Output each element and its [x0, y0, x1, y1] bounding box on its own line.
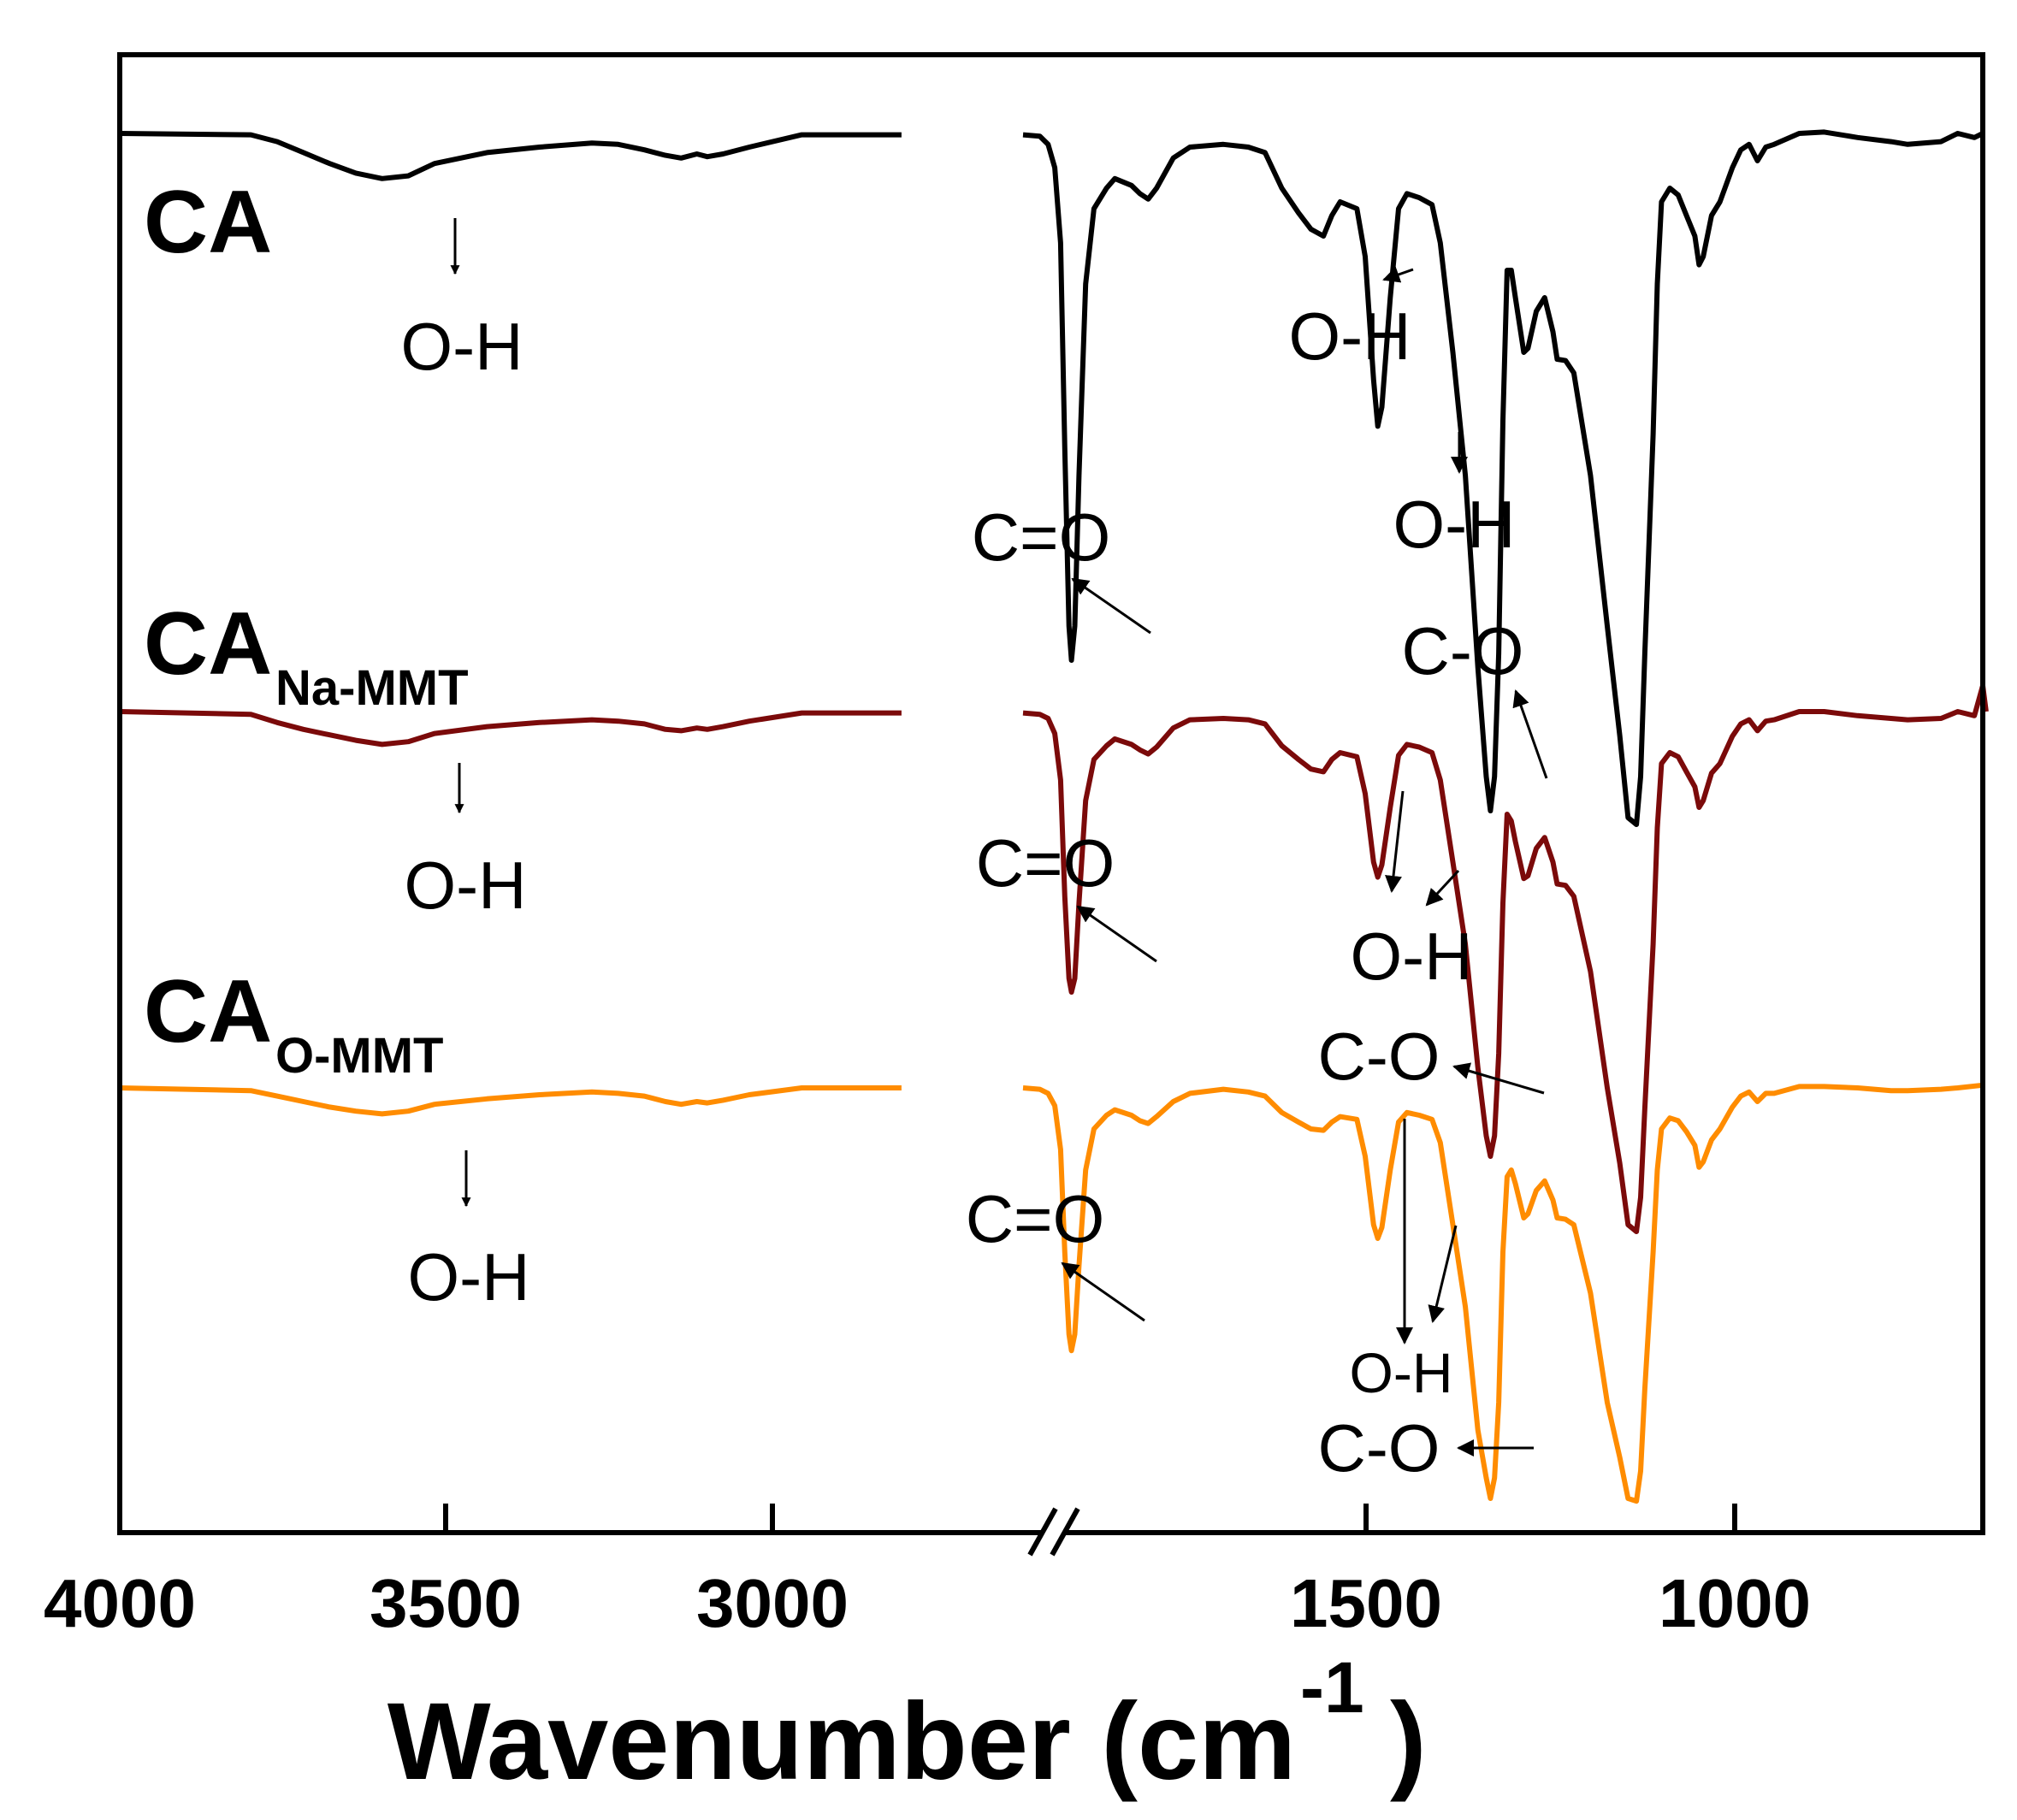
annotation-arrow [1425, 869, 1460, 907]
series-group [119, 129, 1989, 1504]
x-tick-label-1500: 1500 [1290, 1565, 1442, 1641]
series-ca-o-mmt-line-right [1022, 1082, 1984, 1504]
annotation-co-1742-na: C=O [976, 825, 1115, 901]
annotation-oh-3480-o: O-H [408, 1239, 530, 1315]
legend-sublabel-o-mmt: O-MMT [275, 1028, 444, 1084]
x-axis-title-superscript: -1 [1300, 1647, 1364, 1728]
annotation-co-1742-o: C=O [966, 1181, 1105, 1256]
x-tick-label-1000: 1000 [1659, 1565, 1811, 1641]
series-ca-line-right [1022, 129, 1984, 827]
x-tick-label-3000: 3000 [696, 1565, 849, 1641]
x-axis-title-close: ) [1390, 1681, 1427, 1803]
annotation-c-o-1240-o: C-O [1318, 1410, 1440, 1486]
annotation-arrow [1061, 1262, 1145, 1322]
annotations-ca: O-H O-H O-H C=O C-O [401, 218, 1548, 779]
annotation-oh-1435-ca: O-H [1289, 298, 1411, 374]
legend-label-ca-o-mmt: CA [144, 962, 272, 1061]
annotation-c-o-1240-ca: C-O [1402, 613, 1524, 688]
annotation-oh-1405-o: O-H [1350, 1341, 1453, 1404]
annotation-oh-1375-ca: O-H [1393, 487, 1516, 562]
legend-sublabel-na-mmt: Na-MMT [275, 660, 469, 716]
annotations-ca-o-mmt: O-H C=O O-H C-O [408, 1119, 1534, 1486]
series-ca-na-mmt-line-right [1022, 682, 1989, 1234]
x-axis-title-main: Wavenumber (cm [387, 1681, 1296, 1803]
annotation-arrow [1428, 1225, 1458, 1323]
annotation-c-o-1240-na: C-O [1318, 1019, 1440, 1094]
annotation-arrow [1452, 1062, 1545, 1095]
legend-label-ca: CA [144, 173, 272, 272]
series-labels: CA CA Na-MMT CA O-MMT [144, 173, 469, 1084]
annotation-arrow [1071, 577, 1151, 635]
annotation-oh-3480-na: O-H [405, 848, 527, 923]
x-axis-title: Wavenumber (cm -1 ) [387, 1647, 1427, 1803]
annotation-arrow [1076, 905, 1157, 963]
axis-break-mark-2 [1050, 1507, 1080, 1557]
annotation-oh-1405-na: O-H [1351, 919, 1473, 994]
x-tick-label-4000: 4000 [44, 1565, 196, 1641]
legend-label-ca-na-mmt: CA [144, 594, 272, 694]
annotation-arrow [1385, 790, 1405, 893]
axis-break-mark-1 [1027, 1507, 1058, 1557]
annotation-oh-3480-ca: O-H [401, 309, 523, 384]
series-ca-o-mmt-line-left [119, 1085, 902, 1117]
x-ticks: 4000 3500 3000 1500 1000 [44, 1504, 1811, 1641]
annotation-co-1742-ca: C=O [972, 499, 1111, 575]
annotation-arrow [1382, 266, 1414, 283]
series-ca-line-left [119, 131, 902, 181]
x-tick-label-3500: 3500 [370, 1565, 522, 1641]
annotation-arrow [1512, 689, 1548, 779]
annotations-ca-na-mmt: O-H C=O O-H C-O [405, 763, 1545, 1095]
series-ca-na-mmt-line-left [119, 709, 902, 748]
